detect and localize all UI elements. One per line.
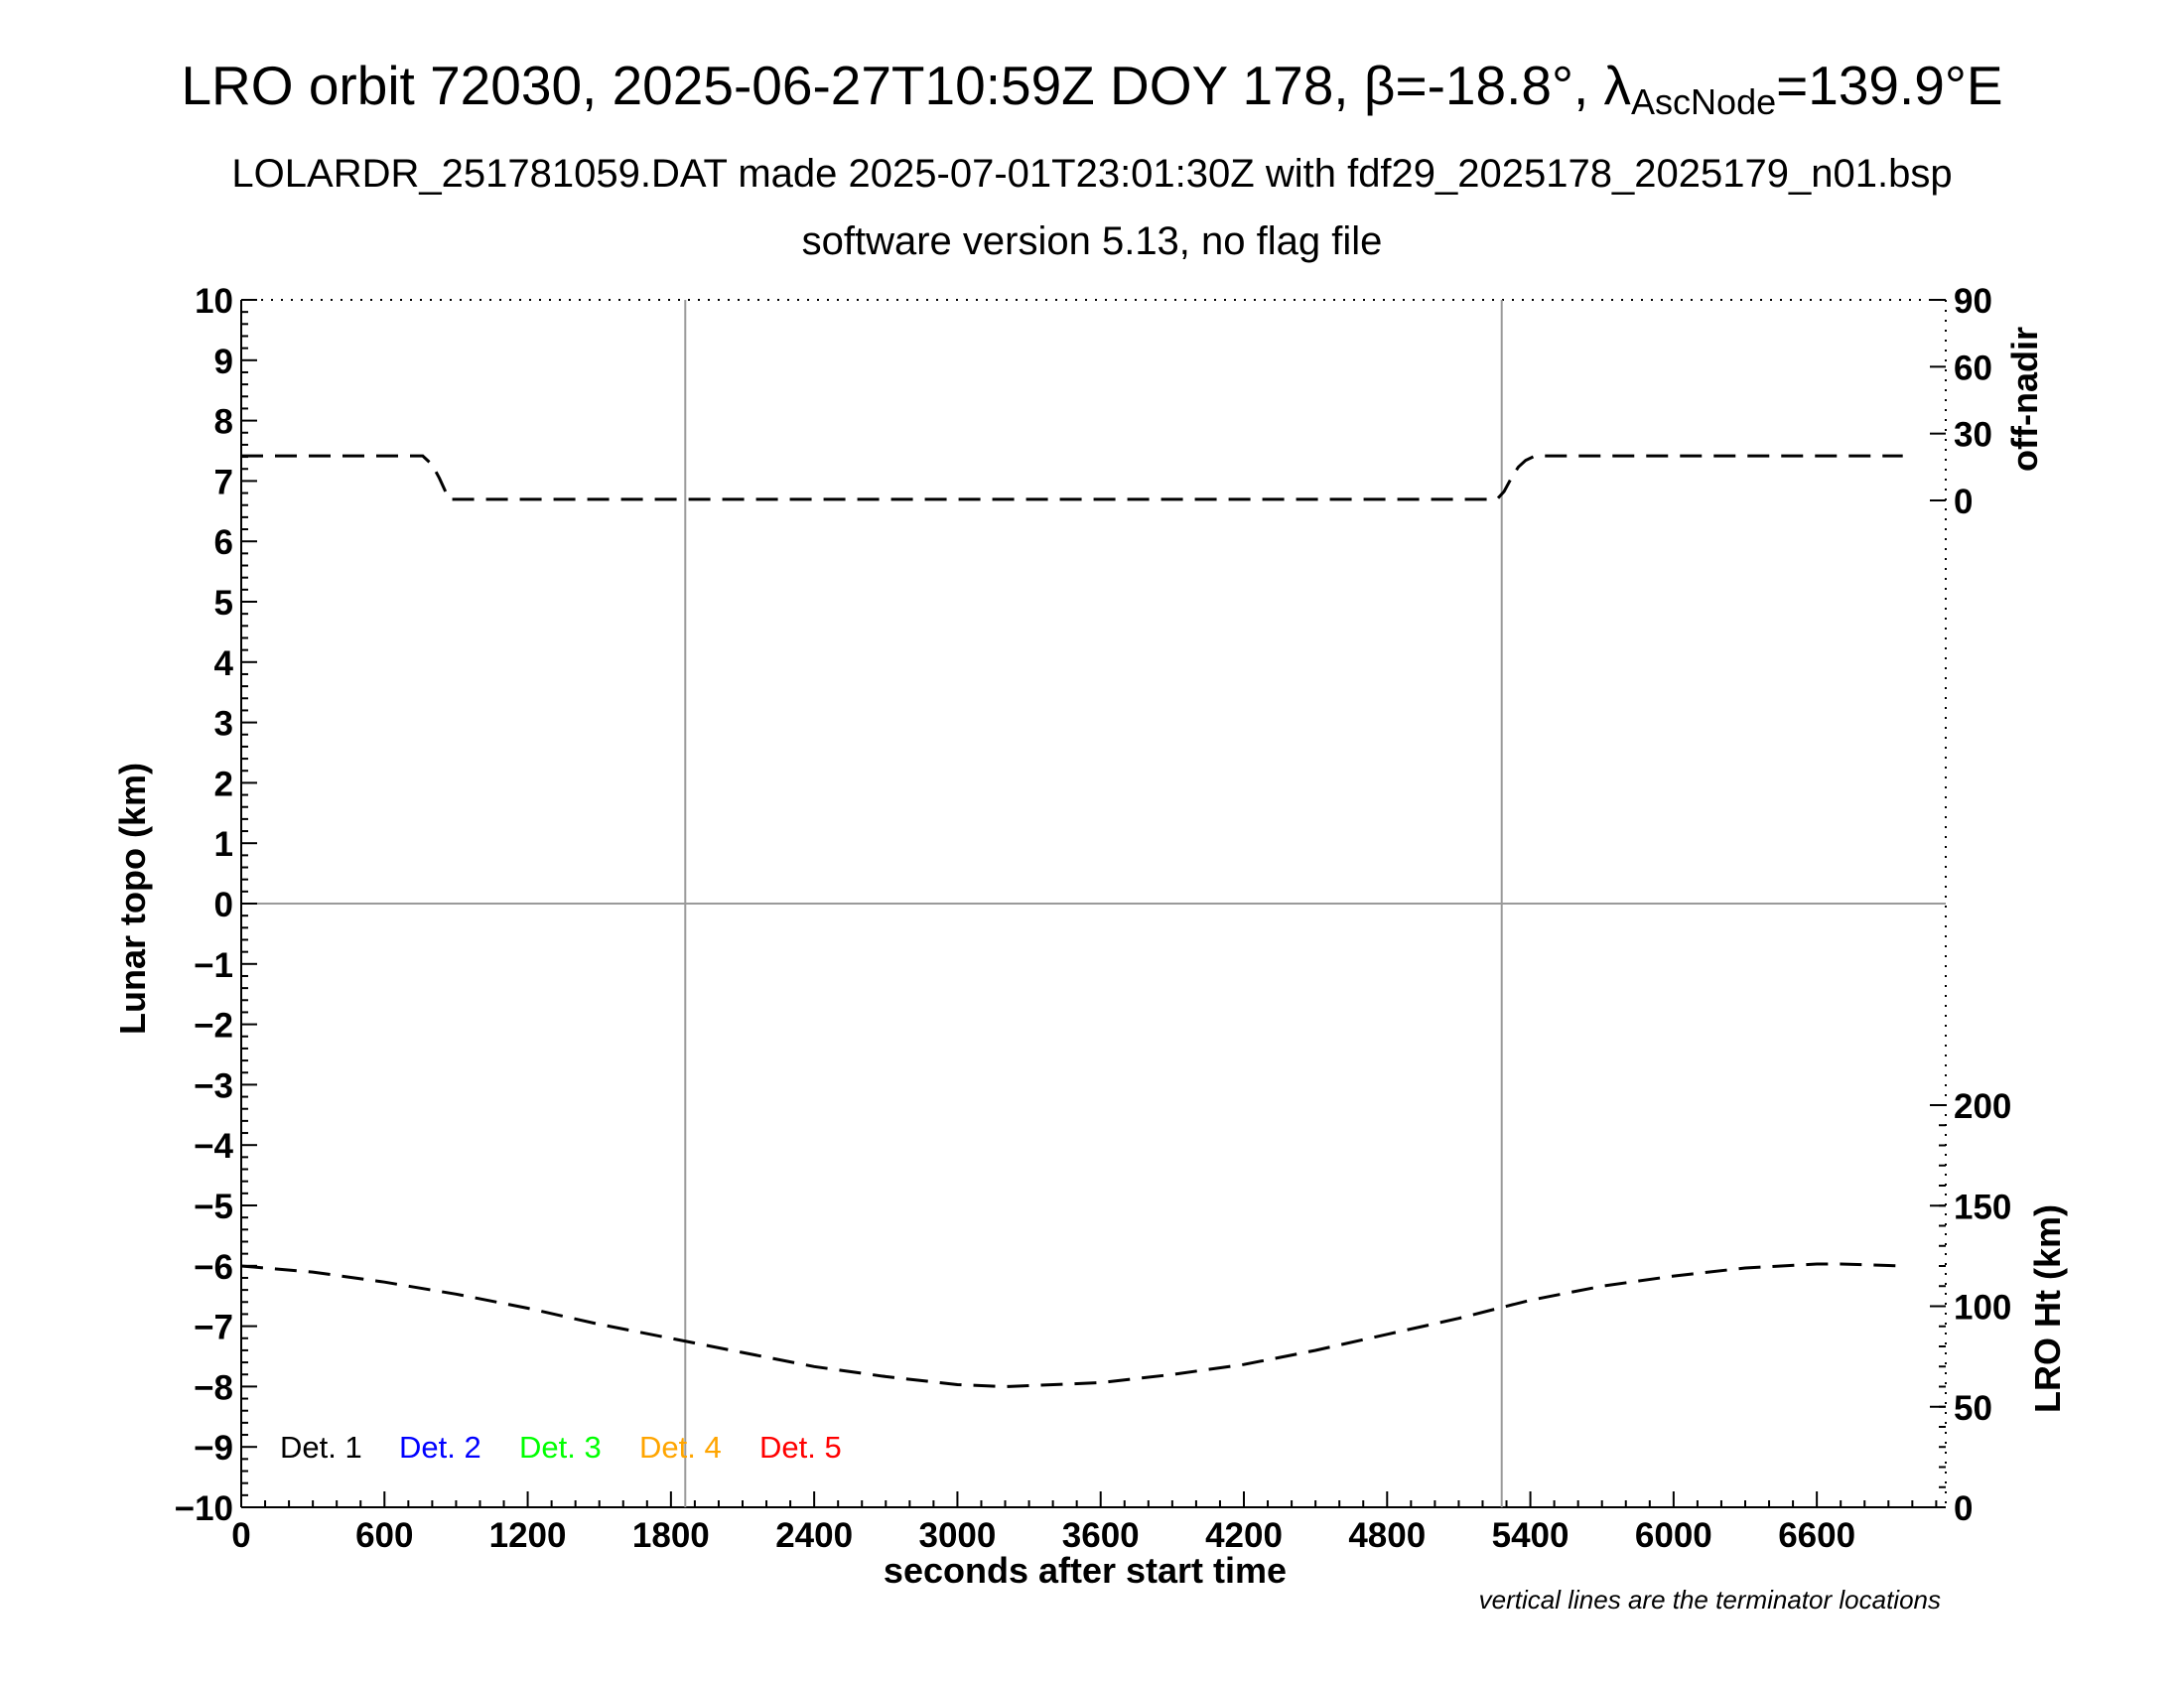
series-group	[240, 454, 1903, 1389]
y-tick-label-left: −10	[175, 1489, 233, 1528]
y-tick-label-left: 10	[195, 282, 233, 321]
legend-entry: Det. 3	[519, 1430, 602, 1465]
y-tick-label-left: −6	[194, 1248, 233, 1287]
legend-entry: Det. 5	[759, 1430, 842, 1465]
y-tick-label-left: 9	[214, 343, 233, 381]
x-tick-label: 600	[355, 1516, 413, 1555]
y-tick-label-offnadir: 90	[1954, 282, 1992, 321]
y-tick-label-height: 150	[1954, 1188, 2011, 1226]
reference-lines	[241, 300, 1946, 1507]
y-tick-label-left: −2	[194, 1007, 233, 1046]
legend: Det. 1 Det. 2 Det. 3 Det. 4 Det. 5	[280, 1430, 842, 1465]
y-tick-label-left: 7	[214, 463, 233, 501]
x-tick-labels: 0 600 1200 1800 2400 3000 3600 4200 4800 5400 6000…	[231, 1516, 1855, 1555]
y-tick-label-height: 50	[1954, 1389, 1992, 1428]
chart-subtitle-file: LOLARDR_251781059.DAT made 2025-07-01T23…	[231, 152, 1952, 196]
lro-height-series-line	[240, 1262, 1903, 1389]
x-tick-label: 3600	[1062, 1516, 1140, 1555]
chart-subtitle-software: software version 5.13, no flag file	[802, 219, 1383, 263]
legend-entry: Det. 4	[639, 1430, 722, 1465]
y-axis-label-right-height: LRO Ht (km)	[2027, 1204, 2068, 1413]
x-tick-label: 4800	[1348, 1516, 1426, 1555]
y-tick-label-offnadir: 60	[1954, 349, 1992, 387]
x-tick-label: 3000	[918, 1516, 996, 1555]
x-tick-label: 5400	[1492, 1516, 1570, 1555]
x-tick-label: 2400	[775, 1516, 853, 1555]
y-tick-label-left: −9	[194, 1429, 233, 1468]
y-tick-label-left: 6	[214, 523, 233, 562]
y-tick-label-offnadir: 0	[1954, 483, 1973, 521]
y-tick-label-left: −8	[194, 1368, 233, 1407]
y-tick-label-left: −7	[194, 1309, 233, 1347]
y-tick-label-left: 1	[214, 825, 233, 864]
y-tick-label-left: 5	[214, 584, 233, 623]
x-axis-label: seconds after start time	[884, 1550, 1287, 1591]
y-tick-label-height: 0	[1954, 1489, 1973, 1528]
y-tick-label-left: 3	[214, 705, 233, 744]
y-tick-label-left: −5	[194, 1188, 233, 1226]
x-tick-label: 4200	[1205, 1516, 1283, 1555]
y-tick-label-left: −3	[194, 1066, 233, 1105]
y-tick-label-left: 4	[214, 644, 234, 683]
y-tick-label-left: 8	[214, 403, 233, 442]
y-tick-label-height: 200	[1954, 1087, 2011, 1126]
y-tick-label-height: 100	[1954, 1289, 2011, 1328]
axis-ticks	[240, 299, 1946, 1508]
x-tick-label: 1800	[632, 1516, 710, 1555]
y-tick-label-left: 0	[214, 886, 233, 924]
y-axis-label-right-offnadir: off-nadir	[2004, 327, 2045, 472]
y-tick-label-left: −4	[194, 1127, 233, 1166]
x-tick-label: 6600	[1778, 1516, 1855, 1555]
x-tick-label: 1200	[489, 1516, 567, 1555]
x-tick-label: 6000	[1635, 1516, 1712, 1555]
x-tick-label: 0	[231, 1516, 250, 1555]
chart-title: LRO orbit 72030, 2025-06-27T10:59Z DOY 1…	[181, 55, 2002, 122]
y-tick-label-offnadir: 30	[1954, 416, 1992, 455]
legend-entry: Det. 1	[280, 1430, 362, 1465]
legend-entry: Det. 2	[399, 1430, 481, 1465]
y-tick-labels-right: 90 60 30 0 200 150 100 50 0	[1954, 282, 2011, 1528]
y-tick-label-left: −1	[194, 946, 233, 985]
y-axis-label-left: Lunar topo (km)	[112, 763, 153, 1035]
off-nadir-series-line	[241, 454, 1903, 501]
y-tick-label-left: 2	[214, 765, 233, 803]
terminator-note: vertical lines are the terminator locati…	[1479, 1585, 1941, 1615]
